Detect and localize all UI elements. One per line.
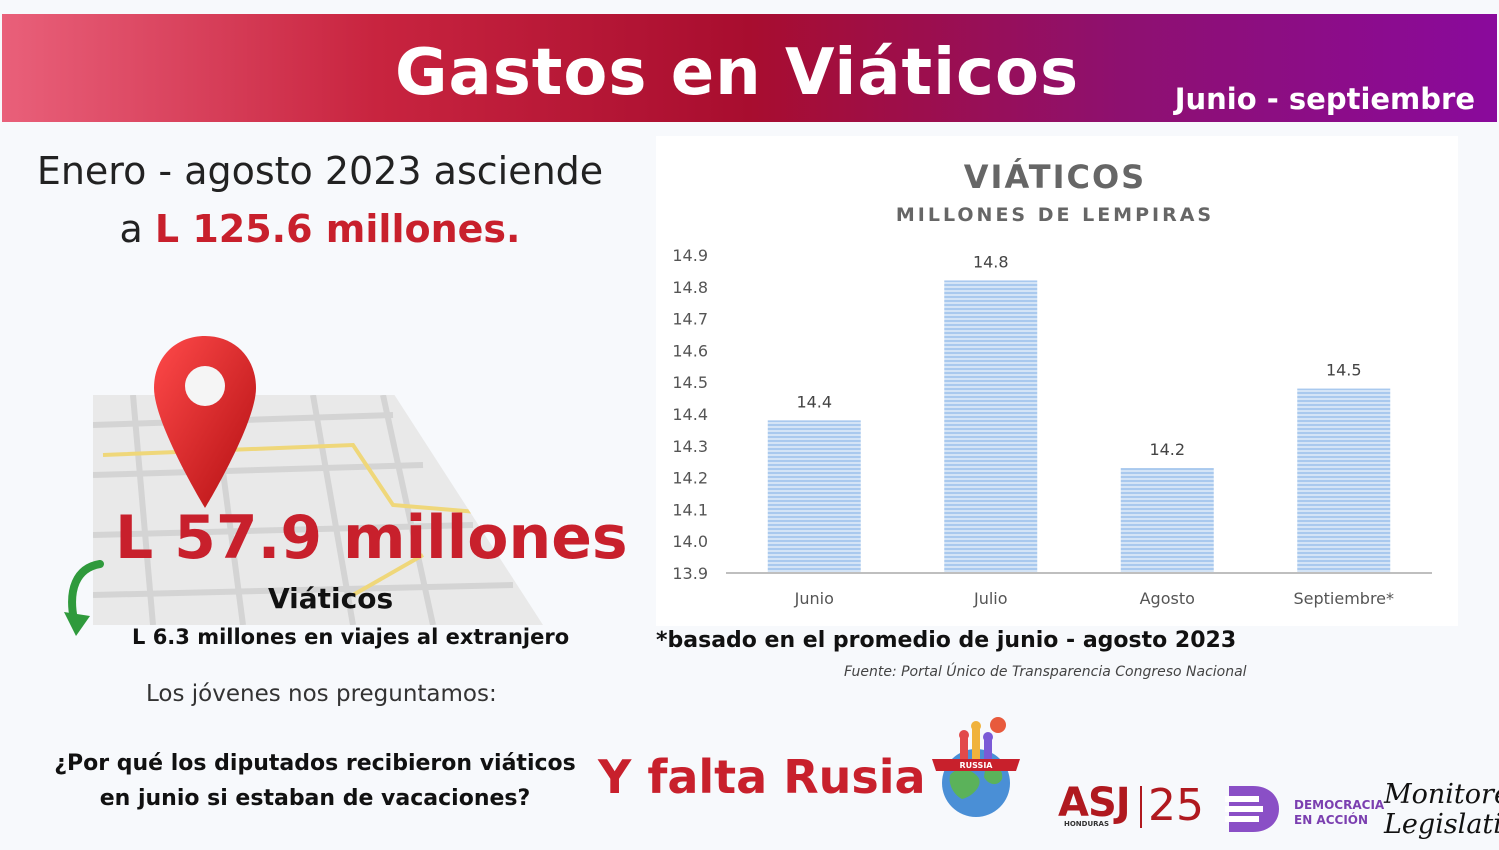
mon-line1: Monitoreo bbox=[1384, 779, 1499, 810]
intro-line1: Enero - agosto 2023 asciende bbox=[36, 149, 604, 193]
data-label: 14.4 bbox=[796, 392, 832, 411]
header-banner: Gastos en Viáticos Junio - septiembre bbox=[2, 14, 1497, 122]
chart-subtitle: MILLONES DE LEMPIRAS bbox=[896, 204, 1214, 226]
y-tick-label: 14.0 bbox=[672, 532, 708, 551]
curved-arrow-icon bbox=[64, 560, 104, 636]
intro-amount: L 125.6 millones. bbox=[154, 207, 521, 251]
chart-source: Fuente: Portal Único de Transparencia Co… bbox=[844, 664, 1247, 680]
monitoreo-logo: Monitoreo Legislativo bbox=[1384, 780, 1499, 840]
x-tick-label: Junio bbox=[794, 589, 834, 608]
y-tick-label: 13.9 bbox=[672, 564, 708, 583]
y-tick-label: 14.6 bbox=[672, 341, 708, 360]
bar bbox=[944, 280, 1038, 573]
question-text: ¿Por qué los diputados recibieron viátic… bbox=[54, 751, 576, 811]
viaticos-total-amount: L 57.9 millones bbox=[115, 503, 628, 573]
bar-chart: VIÁTICOS MILLONES DE LEMPIRAS 13.9 14.0 14… bbox=[672, 158, 1432, 608]
data-label: 14.5 bbox=[1326, 361, 1362, 380]
bar bbox=[1120, 468, 1214, 573]
location-pin-icon bbox=[154, 336, 256, 508]
intro-prefix: a bbox=[119, 207, 155, 251]
bar bbox=[1297, 388, 1391, 573]
russia-badge: RUSSIA bbox=[960, 761, 994, 770]
bar bbox=[767, 420, 861, 573]
russia-text: Y falta Rusia bbox=[598, 750, 926, 804]
y-tick-label: 14.9 bbox=[672, 246, 708, 265]
question-intro: Los jóvenes nos preguntamos: bbox=[146, 681, 497, 707]
democracia-logo-text: DEMOCRACIA EN ACCIÓN bbox=[1294, 798, 1384, 828]
asj-logo: ASJ bbox=[1058, 780, 1131, 826]
y-tick-label: 14.4 bbox=[672, 405, 708, 424]
democracia-logo-icon bbox=[1225, 786, 1279, 832]
chart-title: VIÁTICOS bbox=[964, 158, 1146, 196]
mon-line2: Legislativo bbox=[1384, 809, 1499, 840]
chart-footnote: *basado en el promedio de junio - agosto… bbox=[656, 628, 1237, 653]
data-label: 14.8 bbox=[973, 252, 1009, 271]
foreign-travel-amount: L 6.3 millones en viajes al extranjero bbox=[132, 625, 570, 649]
dea-line1: DEMOCRACIA bbox=[1294, 798, 1385, 812]
chart-panel: VIÁTICOS MILLONES DE LEMPIRAS 13.9 14.0 14… bbox=[656, 136, 1458, 626]
y-tick-label: 14.8 bbox=[672, 278, 708, 297]
y-tick-label: 14.7 bbox=[672, 310, 708, 329]
globe-travel-icon: RUSSIA bbox=[932, 717, 1020, 817]
intro-text: Enero - agosto 2023 asciende a L 125.6 m… bbox=[20, 142, 620, 258]
page-title: Gastos en Viáticos bbox=[394, 36, 1080, 110]
y-tick-label: 14.5 bbox=[672, 373, 708, 392]
viaticos-label: Viáticos bbox=[268, 582, 394, 615]
y-tick-label: 14.1 bbox=[672, 500, 708, 519]
asj-25-years: 25 bbox=[1148, 780, 1204, 831]
intro-line2: a L 125.6 millones. bbox=[20, 200, 620, 258]
x-tick-label: Julio bbox=[973, 589, 1008, 608]
x-tick-label: Septiembre* bbox=[1293, 589, 1394, 608]
data-label: 14.2 bbox=[1149, 440, 1185, 459]
asj-logo-sub: HONDURAS bbox=[1064, 820, 1110, 828]
y-tick-label: 14.3 bbox=[672, 437, 708, 456]
period-label: Junio - septiembre bbox=[1174, 82, 1475, 116]
y-tick-label: 14.2 bbox=[672, 469, 708, 488]
dea-line2: EN ACCIÓN bbox=[1294, 813, 1369, 827]
x-tick-label: Agosto bbox=[1140, 589, 1195, 608]
asj-separator bbox=[1140, 786, 1142, 828]
